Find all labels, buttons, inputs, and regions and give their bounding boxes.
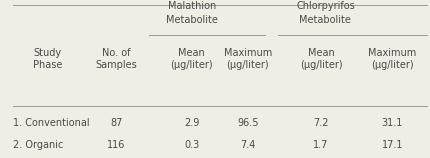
Text: 87: 87 [110, 118, 122, 128]
Text: 7.2: 7.2 [313, 118, 328, 128]
Text: Maximum
(μg/liter): Maximum (μg/liter) [367, 48, 415, 70]
Text: 2.9: 2.9 [184, 118, 199, 128]
Text: No. of
Samples: No. of Samples [95, 48, 137, 70]
Text: 2. Organic: 2. Organic [13, 140, 63, 150]
Text: 1. Conventional: 1. Conventional [13, 118, 89, 128]
Text: 0.3: 0.3 [184, 140, 199, 150]
Text: 116: 116 [107, 140, 125, 150]
Text: 31.1: 31.1 [381, 118, 402, 128]
Text: Study
Phase: Study Phase [33, 48, 62, 70]
Text: Metabolite: Metabolite [166, 15, 217, 25]
Text: Maximum
(μg/liter): Maximum (μg/liter) [223, 48, 271, 70]
Text: Mean
(μg/liter): Mean (μg/liter) [170, 48, 212, 70]
Text: Malathion: Malathion [167, 1, 215, 11]
Text: 1.7: 1.7 [313, 140, 328, 150]
Text: Mean
(μg/liter): Mean (μg/liter) [299, 48, 341, 70]
Text: 96.5: 96.5 [237, 118, 258, 128]
Text: Chlorpyrifos: Chlorpyrifos [295, 1, 354, 11]
Text: 7.4: 7.4 [240, 140, 255, 150]
Text: Metabolite: Metabolite [299, 15, 350, 25]
Text: 17.1: 17.1 [381, 140, 402, 150]
